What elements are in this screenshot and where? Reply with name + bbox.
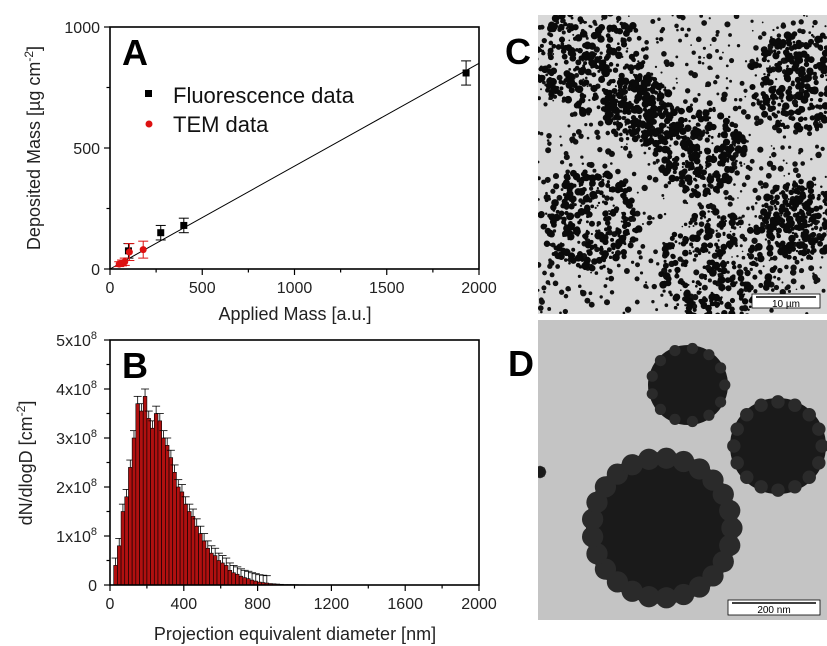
y-tick-label-b: 4x108 <box>56 379 97 399</box>
histogram-bar <box>187 511 192 586</box>
panel-label-d: D <box>508 343 534 384</box>
y-tick-label-b: 0 <box>88 578 97 595</box>
histogram-bar <box>176 486 181 586</box>
legend-marker-tem <box>145 120 153 128</box>
histogram-bar <box>117 545 122 586</box>
bar-chart-b: 0 400 800 1200 1600 2000 0 1x108 2x108 3x108 4x108… <box>14 330 497 644</box>
x-tick-label-b: 1600 <box>387 596 423 613</box>
x-axis-label-b: Projection equivalent diameter [nm] <box>154 624 436 644</box>
histogram-bar <box>216 560 221 586</box>
histogram-bar <box>128 467 133 586</box>
fluorescence-point <box>180 221 188 229</box>
tem-image-d: D 200 nm <box>508 320 827 620</box>
histogram-bar <box>231 572 236 586</box>
fluorescence-point <box>157 229 165 237</box>
histogram-bar <box>246 578 251 586</box>
histogram-bar <box>209 552 214 586</box>
x-tick-label-a: 500 <box>189 280 216 297</box>
y-tick-label-b: 3x108 <box>56 428 97 448</box>
scale-bar-d: 200 nm <box>727 599 821 616</box>
histogram-bar <box>205 547 210 586</box>
scale-label-c: 10 µm <box>772 299 800 310</box>
x-tick-label-a: 1000 <box>277 280 313 297</box>
y-axis-label-b: dN/dlogD [cm-2] <box>14 401 36 526</box>
histogram-bar <box>135 403 140 586</box>
tem-point <box>139 246 147 254</box>
scale-label-d: 200 nm <box>757 605 790 616</box>
y-tick-label-b: 5x108 <box>56 330 97 350</box>
legend-marker-fluorescence <box>145 90 152 97</box>
x-tick-label-b: 0 <box>106 596 115 613</box>
histogram-bar <box>213 555 218 586</box>
histogram-bar <box>198 533 203 586</box>
histogram-bar <box>146 418 151 586</box>
scale-bar-c: 10 µm <box>751 293 821 310</box>
x-axis-label-a: Applied Mass [a.u.] <box>218 304 371 324</box>
histogram-bar <box>172 471 177 586</box>
y-tick-label-b: 2x108 <box>56 477 97 497</box>
y-tick-label-a: 0 <box>91 262 100 279</box>
x-tick-label-b: 400 <box>170 596 197 613</box>
fluorescence-point <box>462 69 470 77</box>
panel-label-b: B <box>122 345 148 386</box>
histogram-bar <box>113 565 118 586</box>
y-axis-label-a: Deposited Mass [µg cm-2] <box>22 46 44 250</box>
histogram-bar <box>150 427 155 586</box>
histogram-bar <box>179 491 185 586</box>
histogram-bar <box>183 503 188 586</box>
histogram-bar <box>139 410 144 586</box>
histogram-bar <box>124 496 129 586</box>
histogram-bar <box>194 525 199 586</box>
histogram-bar <box>168 457 174 586</box>
x-tick-label-a: 0 <box>106 280 115 297</box>
histogram-bar <box>142 396 148 586</box>
data-points-a <box>114 60 472 268</box>
histogram-bar <box>153 413 159 586</box>
histogram-bar <box>131 437 137 586</box>
histogram-bar <box>190 516 196 586</box>
plot-frame-a <box>109 26 480 270</box>
micrograph-c: C 10 µm <box>505 15 827 314</box>
x-tick-label-b: 800 <box>244 596 271 613</box>
legend-fluorescence: Fluorescence data <box>173 83 355 108</box>
x-tick-label-a: 1500 <box>369 280 405 297</box>
tem-point <box>125 248 133 256</box>
x-tick-label-a: 2000 <box>461 280 497 297</box>
histogram-bar <box>220 562 225 586</box>
histogram-bar <box>242 577 247 586</box>
histogram-bar <box>227 569 233 586</box>
legend-a: Fluorescence data TEM data <box>145 83 355 137</box>
histogram-bar <box>224 565 229 586</box>
histogram-bar <box>120 511 126 586</box>
histogram-bar <box>201 540 207 586</box>
histogram-bar <box>157 420 162 586</box>
scatter-plot-a: 0 500 1000 1500 2000 0 500 1000 A Fluorescence … <box>22 20 497 324</box>
tem-point <box>121 258 129 266</box>
y-tick-label-a: 500 <box>73 141 100 158</box>
histogram-bar <box>235 573 240 586</box>
fit-line <box>109 62 480 270</box>
histogram-bar <box>161 437 166 586</box>
y-tick-label-a: 1000 <box>64 20 100 37</box>
histogram-bar <box>238 575 244 586</box>
histogram-bars <box>111 388 317 586</box>
axis-ticks-a: 0 500 1000 1500 2000 0 500 1000 <box>64 20 496 297</box>
panel-label-a: A <box>122 32 148 73</box>
panel-label-c: C <box>505 31 531 72</box>
axis-ticks-b: 0 400 800 1200 1600 2000 0 1x108 2x108 3x108 4x108… <box>56 330 497 613</box>
y-tick-label-b: 1x108 <box>56 526 97 546</box>
x-tick-label-b: 1200 <box>314 596 350 613</box>
histogram-bar <box>165 445 170 586</box>
x-tick-label-b: 2000 <box>461 596 497 613</box>
legend-tem: TEM data <box>173 112 269 137</box>
